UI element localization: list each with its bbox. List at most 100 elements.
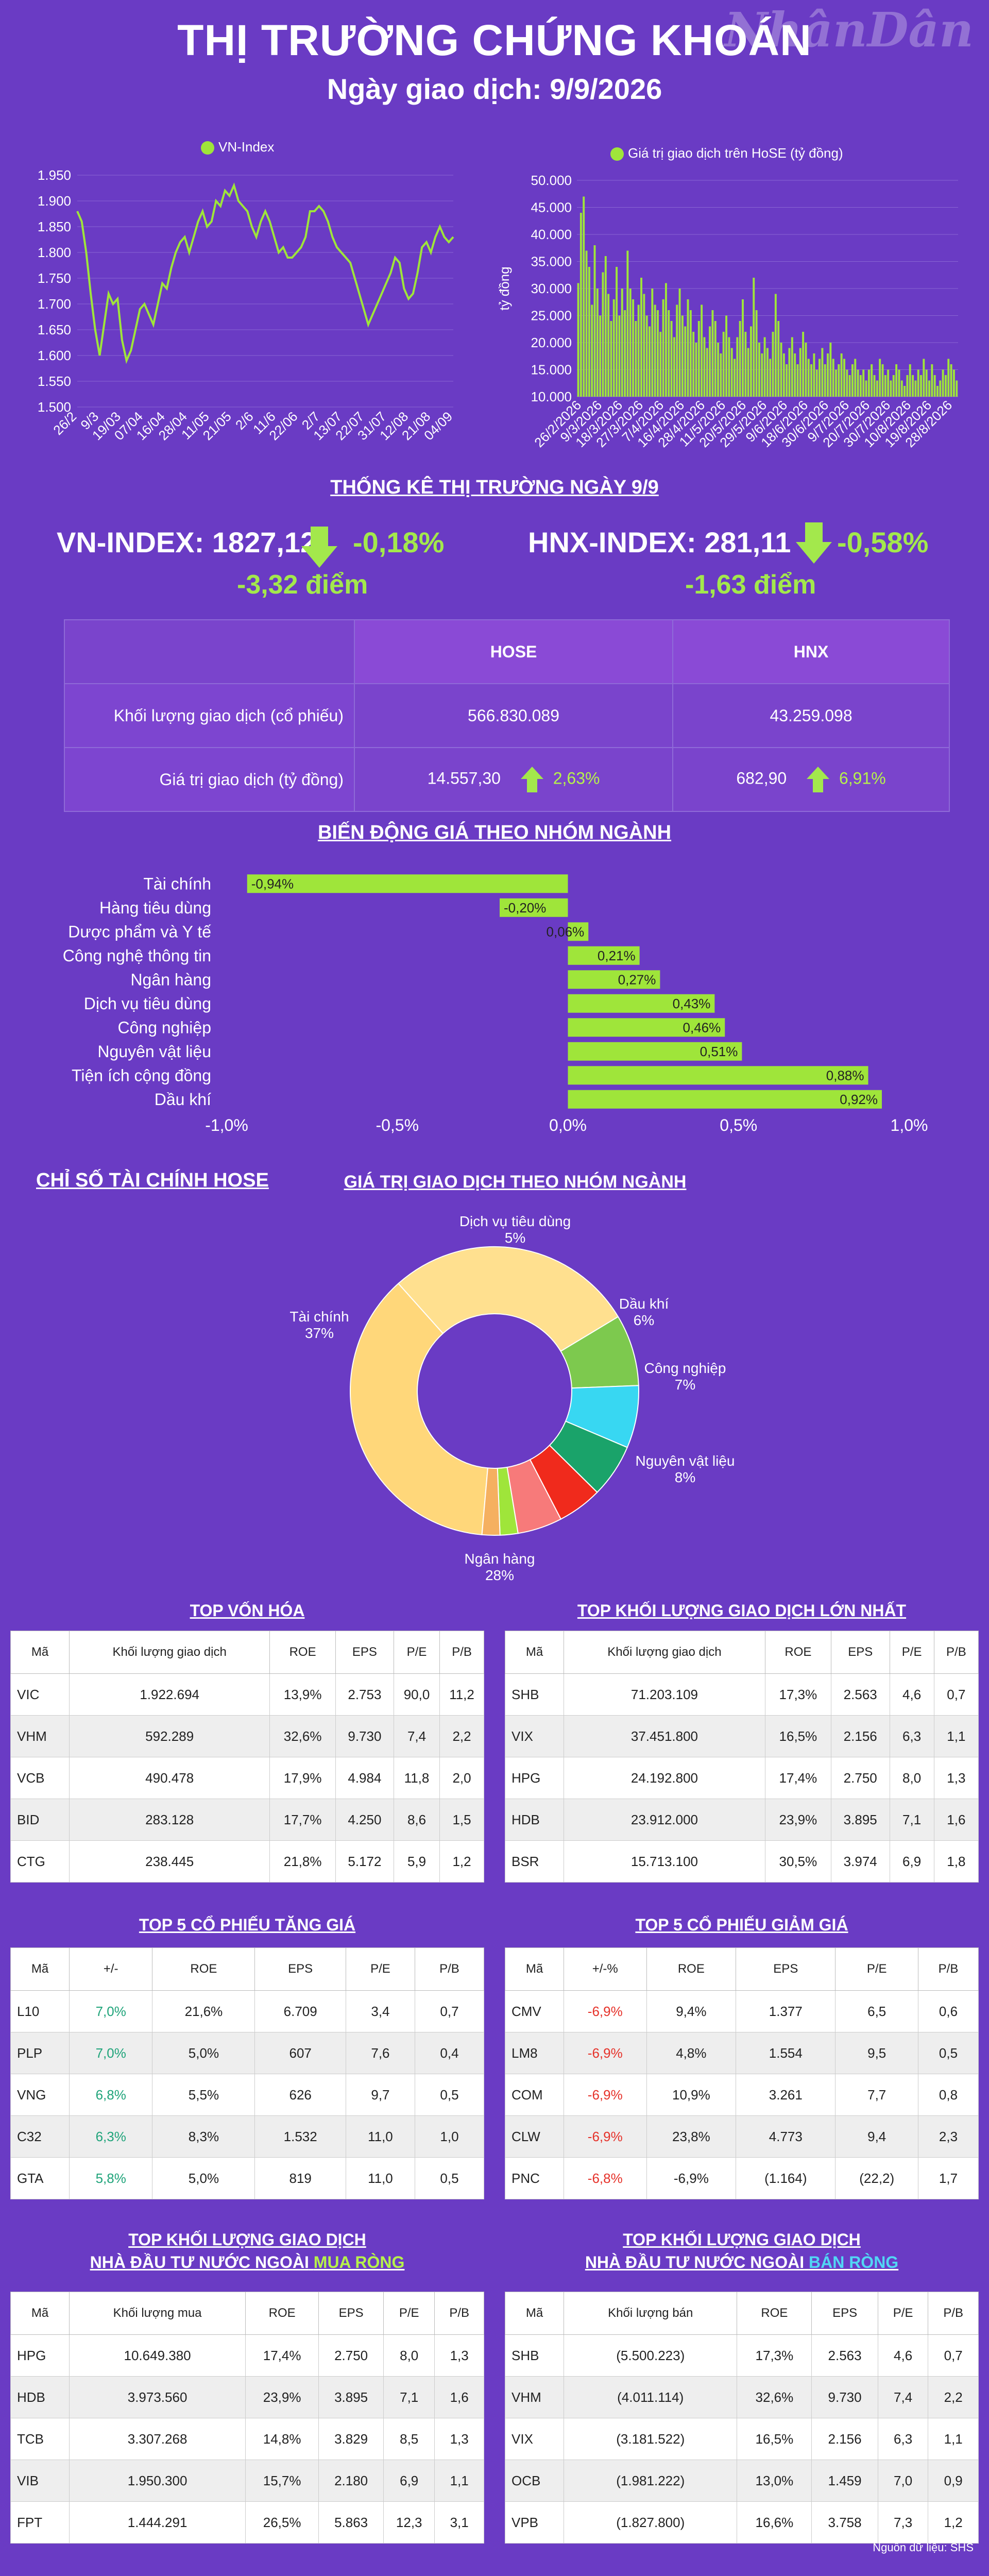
table-cell: 16,5% bbox=[764, 1715, 831, 1757]
table-header-row: Mã Khối lượng bán ROE EPS P/E P/B bbox=[505, 2292, 979, 2335]
table-cell: -6,9% bbox=[564, 1990, 647, 2032]
table-cell: (1.981.222) bbox=[563, 2460, 738, 2502]
column-header: Khối lượng giao dịch bbox=[564, 1631, 765, 1674]
bar bbox=[761, 353, 763, 397]
stock-code: CMV bbox=[505, 1990, 564, 2032]
stock-code: VPB bbox=[505, 2501, 564, 2544]
table-row: PNC -6,8% -6,9% (1.164) (22,2) 1,7 bbox=[505, 2157, 979, 2199]
table-cell: -6,8% bbox=[564, 2157, 647, 2199]
table-cell: 5,9 bbox=[393, 1840, 440, 1883]
column-header: P/E bbox=[383, 2292, 435, 2335]
table-cell: 90,0 bbox=[393, 1673, 440, 1716]
column-header: P/E bbox=[889, 1631, 934, 1674]
bar bbox=[714, 321, 717, 397]
bar bbox=[610, 321, 612, 397]
table-cell: 7,7 bbox=[835, 2074, 918, 2116]
table-header-row: Mã +/- ROE EPS P/E P/B bbox=[10, 1947, 485, 1991]
stock-code: VCB bbox=[10, 1757, 70, 1799]
hose-value-legend: Giá trị giao dịch trên HoSE (tỷ đồng) bbox=[610, 145, 843, 161]
bar bbox=[835, 369, 837, 397]
table-cell: 21,6% bbox=[152, 1990, 255, 2032]
table-row: COM -6,9% 10,9% 3.261 7,7 0,8 bbox=[505, 2074, 979, 2116]
column-header: EPS bbox=[318, 2292, 384, 2335]
table-cell: 4,6 bbox=[889, 1673, 934, 1716]
column-header: P/B bbox=[928, 2292, 979, 2335]
table-cell: 283.128 bbox=[69, 1799, 270, 1841]
stock-code: C32 bbox=[10, 2115, 70, 2158]
bar bbox=[763, 337, 766, 397]
column-header: P/E bbox=[393, 1631, 440, 1674]
table-cell: 1.459 bbox=[811, 2460, 878, 2502]
table-cell: 2.563 bbox=[811, 2334, 878, 2377]
bar bbox=[607, 294, 610, 397]
bar bbox=[900, 380, 903, 397]
bar bbox=[923, 359, 925, 397]
table-cell: 0,5 bbox=[917, 2032, 979, 2074]
column-header: ROE bbox=[245, 2292, 319, 2335]
table-cell: 9.730 bbox=[811, 2376, 878, 2418]
table-cell: 6,8% bbox=[69, 2074, 153, 2116]
bar bbox=[873, 375, 876, 397]
bar bbox=[827, 353, 829, 397]
arrow-down-icon bbox=[796, 522, 832, 564]
table-cell: 9,4% bbox=[646, 1990, 737, 2032]
table-cell: (1.827.800) bbox=[563, 2501, 738, 2544]
column-header: P/E bbox=[835, 1947, 918, 1991]
table-row: VIX (3.181.522) 16,5% 2.156 6,3 1,1 bbox=[505, 2418, 979, 2460]
sector-label: Công nghiệp bbox=[118, 1018, 211, 1037]
table-cell: 21,8% bbox=[269, 1840, 336, 1883]
hose-value-bar-chart: 10.000 15.000 20.000 25.000 30.000 35.000 40.0… bbox=[497, 173, 958, 450]
table-cell: 17,4% bbox=[764, 1757, 831, 1799]
bar bbox=[678, 289, 681, 397]
stock-code: HDB bbox=[10, 2376, 70, 2418]
column-header: Khối lượng giao dịch bbox=[69, 1631, 270, 1674]
hose-value: 14.557,30 bbox=[427, 769, 501, 788]
bar bbox=[701, 304, 703, 397]
bar bbox=[725, 315, 728, 397]
bar bbox=[810, 364, 813, 397]
bar bbox=[664, 283, 667, 397]
table-cell: 3.307.268 bbox=[69, 2418, 246, 2460]
stock-code: CTG bbox=[10, 1840, 70, 1883]
bar bbox=[832, 359, 834, 397]
bar bbox=[956, 380, 958, 397]
table-cell: 0,4 bbox=[414, 2032, 485, 2074]
bar bbox=[637, 304, 640, 397]
y-tick-label: 15.000 bbox=[531, 362, 572, 378]
table-cell: 1.922.694 bbox=[69, 1673, 270, 1716]
arrow-up-icon bbox=[520, 767, 543, 792]
bar bbox=[914, 380, 917, 397]
bar bbox=[843, 359, 845, 397]
y-tick-label: 1.500 bbox=[38, 399, 71, 415]
foreign-buy-title: TOP KHỐI LƯỢNG GIAO DỊCH NHÀ ĐẦU TƯ NƯỚC… bbox=[90, 2230, 405, 2272]
bar bbox=[640, 278, 642, 397]
sector-bar-label: 0,46% bbox=[683, 1020, 721, 1035]
vnindex-change: -0,18% bbox=[353, 526, 445, 558]
bar bbox=[687, 299, 689, 397]
table-cell: 1.444.291 bbox=[69, 2501, 246, 2544]
table-cell: 7,0% bbox=[69, 2032, 153, 2074]
table-cell: 2.180 bbox=[318, 2460, 384, 2502]
pie-label-dichvutieudung: Dịch vụ tiêu dùng 5% bbox=[459, 1213, 571, 1246]
bar bbox=[851, 364, 854, 397]
bar bbox=[736, 337, 739, 397]
sector-bar-label: 0,92% bbox=[840, 1092, 878, 1107]
foreign-sell-title: TOP KHỐI LƯỢNG GIAO DỊCH NHÀ ĐẦU TƯ NƯỚC… bbox=[585, 2230, 899, 2272]
table-cell: 6.709 bbox=[254, 1990, 346, 2032]
vnindex-series-line bbox=[76, 182, 454, 364]
sector-bar-label: -0,20% bbox=[504, 900, 546, 916]
vnindex-points: -3,32 điểm bbox=[237, 570, 368, 600]
table-cell: 2.156 bbox=[830, 1715, 890, 1757]
y-tick-label: 50.000 bbox=[531, 173, 572, 188]
sector-bar-label: 0,21% bbox=[598, 948, 636, 963]
table-cell: 9.730 bbox=[335, 1715, 394, 1757]
bar bbox=[599, 315, 602, 397]
column-header: P/B bbox=[439, 1631, 484, 1674]
sector-label: Dịch vụ tiêu dùng bbox=[84, 994, 211, 1013]
table-cell: 8,0 bbox=[889, 1757, 934, 1799]
sector-bar bbox=[568, 1066, 868, 1085]
bar bbox=[854, 359, 857, 397]
table-cell: 17,9% bbox=[269, 1757, 336, 1799]
table-cell: 626 bbox=[254, 2074, 346, 2116]
table-cell: 24.192.800 bbox=[564, 1757, 765, 1799]
